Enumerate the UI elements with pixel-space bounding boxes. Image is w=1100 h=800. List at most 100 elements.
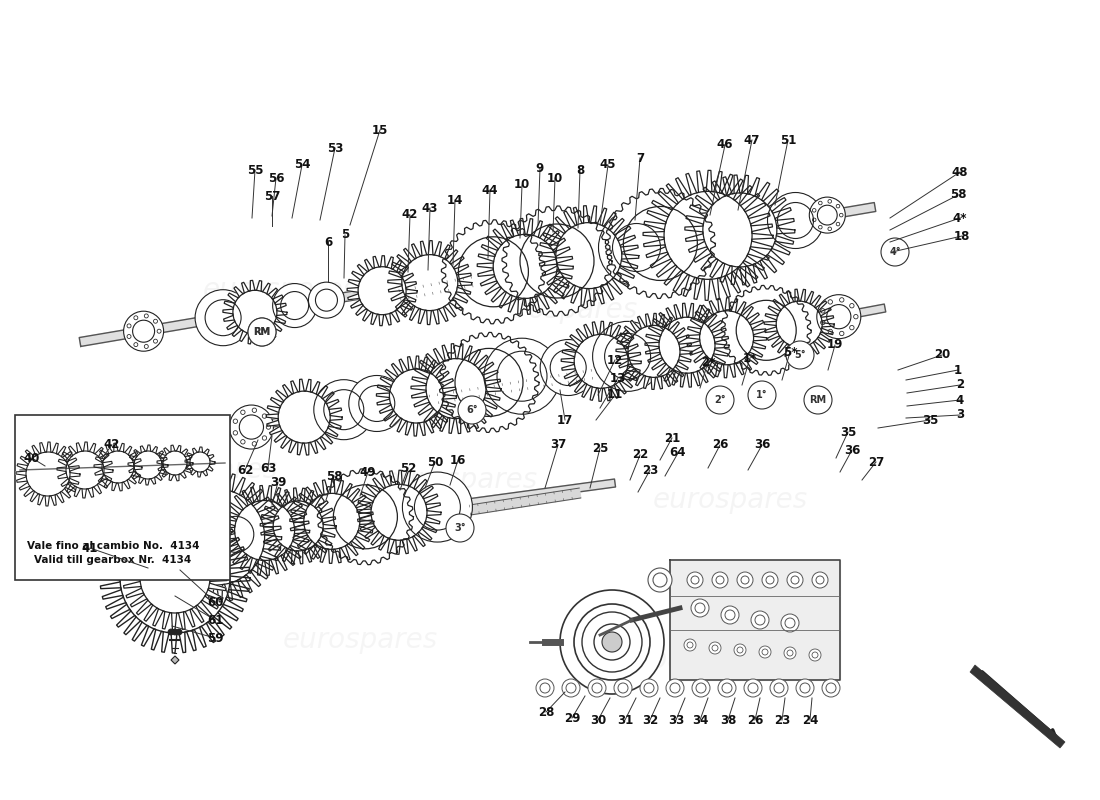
Text: eurospares: eurospares xyxy=(703,306,858,334)
Circle shape xyxy=(349,375,405,431)
Circle shape xyxy=(248,318,276,346)
Text: 6°: 6° xyxy=(466,405,477,415)
Text: 51: 51 xyxy=(780,134,796,146)
Polygon shape xyxy=(128,445,168,485)
Circle shape xyxy=(562,679,580,697)
Text: 12: 12 xyxy=(607,354,623,366)
Polygon shape xyxy=(616,314,692,390)
Polygon shape xyxy=(16,442,80,506)
Polygon shape xyxy=(224,304,886,436)
Text: 8: 8 xyxy=(576,163,584,177)
Polygon shape xyxy=(152,472,282,602)
Text: 16: 16 xyxy=(450,454,466,466)
Polygon shape xyxy=(318,469,414,565)
Circle shape xyxy=(781,614,799,632)
Circle shape xyxy=(812,572,828,588)
Text: 10: 10 xyxy=(514,178,530,191)
Circle shape xyxy=(822,679,840,697)
Circle shape xyxy=(582,612,642,672)
Polygon shape xyxy=(411,344,500,434)
Text: 48: 48 xyxy=(952,166,968,178)
Circle shape xyxy=(308,282,344,318)
Text: 15: 15 xyxy=(372,123,388,137)
Text: eurospares: eurospares xyxy=(483,296,638,324)
Text: 1°: 1° xyxy=(756,390,768,400)
Polygon shape xyxy=(441,220,546,324)
Text: 1: 1 xyxy=(954,363,962,377)
Polygon shape xyxy=(358,470,441,554)
Circle shape xyxy=(446,514,474,542)
Circle shape xyxy=(168,629,174,635)
Circle shape xyxy=(817,294,861,338)
Polygon shape xyxy=(134,479,616,552)
Text: eurospares: eurospares xyxy=(383,466,538,494)
Text: 42: 42 xyxy=(103,438,120,451)
Text: eurospares: eurospares xyxy=(202,276,358,304)
Text: 4: 4 xyxy=(956,394,964,406)
Polygon shape xyxy=(605,189,715,298)
Circle shape xyxy=(770,679,788,697)
Circle shape xyxy=(138,522,182,566)
Text: 38: 38 xyxy=(719,714,736,726)
Circle shape xyxy=(640,679,658,697)
Text: 36: 36 xyxy=(754,438,770,451)
Polygon shape xyxy=(439,333,539,432)
Text: 42: 42 xyxy=(402,209,418,222)
Circle shape xyxy=(648,568,672,592)
Text: 63: 63 xyxy=(260,462,276,474)
Text: 60: 60 xyxy=(207,595,223,609)
Polygon shape xyxy=(185,447,214,477)
Circle shape xyxy=(762,572,778,588)
Text: 43: 43 xyxy=(421,202,438,214)
Circle shape xyxy=(484,338,560,414)
Circle shape xyxy=(195,290,251,346)
Text: 2°: 2° xyxy=(714,395,726,405)
Text: 55: 55 xyxy=(246,163,263,177)
Circle shape xyxy=(172,629,178,635)
Circle shape xyxy=(536,679,554,697)
Circle shape xyxy=(167,504,238,574)
Circle shape xyxy=(786,341,814,369)
Text: 35: 35 xyxy=(839,426,856,438)
Text: 32: 32 xyxy=(642,714,658,726)
Polygon shape xyxy=(376,356,456,436)
Text: 1*: 1* xyxy=(742,351,757,365)
Text: 24: 24 xyxy=(802,714,818,726)
Circle shape xyxy=(248,318,276,346)
Text: 9: 9 xyxy=(536,162,544,174)
Text: 26: 26 xyxy=(712,438,728,451)
Polygon shape xyxy=(348,256,417,326)
Circle shape xyxy=(403,472,472,542)
Polygon shape xyxy=(399,274,481,301)
Polygon shape xyxy=(261,488,337,564)
Circle shape xyxy=(786,572,803,588)
Text: 58: 58 xyxy=(949,189,966,202)
Circle shape xyxy=(718,679,736,697)
Text: 11: 11 xyxy=(607,389,623,402)
Text: 27: 27 xyxy=(868,455,884,469)
Polygon shape xyxy=(100,503,250,653)
Text: 50: 50 xyxy=(427,455,443,469)
Circle shape xyxy=(208,506,264,562)
Text: 61: 61 xyxy=(207,614,223,626)
Text: eurospares: eurospares xyxy=(283,626,438,654)
Text: 31: 31 xyxy=(617,714,634,726)
FancyBboxPatch shape xyxy=(15,415,230,580)
Circle shape xyxy=(737,572,754,588)
Polygon shape xyxy=(223,280,287,344)
Text: 33: 33 xyxy=(668,714,684,726)
Text: Vale fino al cambio No.  4134: Vale fino al cambio No. 4134 xyxy=(26,541,199,551)
Circle shape xyxy=(314,380,374,440)
Polygon shape xyxy=(123,526,227,630)
Text: 3: 3 xyxy=(956,409,964,422)
Text: eurospares: eurospares xyxy=(572,646,727,674)
Text: RM: RM xyxy=(253,327,271,337)
Circle shape xyxy=(706,386,734,414)
Circle shape xyxy=(712,572,728,588)
Polygon shape xyxy=(477,218,573,314)
Text: 62: 62 xyxy=(236,463,253,477)
Text: 14: 14 xyxy=(447,194,463,206)
Text: 37: 37 xyxy=(550,438,566,451)
Circle shape xyxy=(176,629,182,635)
Polygon shape xyxy=(970,665,1065,748)
